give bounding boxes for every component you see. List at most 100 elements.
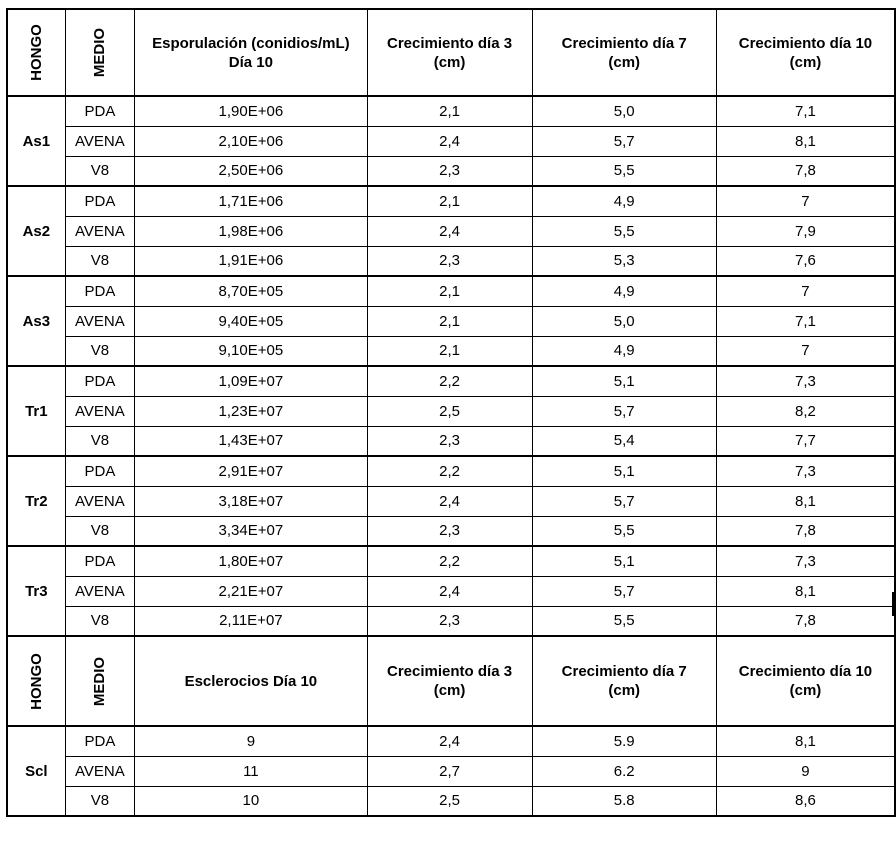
fungus-cell: Tr3 <box>6 545 66 637</box>
sporulation-value: 1,71E+06 <box>134 185 368 217</box>
growth-day7-value: 5,7 <box>531 575 717 607</box>
medium-cell: AVENA <box>64 305 136 337</box>
table-row: V8 1,91E+06 2,3 5,3 7,6 <box>7 245 896 277</box>
growth-day7-value: 4,9 <box>531 335 717 367</box>
growth-day10-value: 7,9 <box>715 215 896 247</box>
header-sporulation-line2: Día 10 <box>228 53 273 71</box>
growth-day7-value: 5,4 <box>531 425 717 457</box>
sporulation-value: 2,11E+07 <box>134 605 368 637</box>
growth-day7-value: 4,9 <box>531 275 717 307</box>
growth-day10-value: 8,1 <box>715 485 896 517</box>
growth-day7-value: 5,1 <box>531 365 717 397</box>
table-row: Scl PDA 9 2,4 5.9 8,1 <box>6 725 896 817</box>
growth-day7-value: 5,5 <box>531 515 717 547</box>
header2-medio: MEDIO <box>64 635 136 727</box>
growth-day7-value: 5,1 <box>531 545 717 577</box>
header2-growth-day7: Crecimiento día 7 (cm) <box>531 635 717 727</box>
medium-cell: PDA <box>64 455 136 487</box>
sporulation-value: 1,23E+07 <box>134 395 368 427</box>
growth-day7-value: 5,5 <box>531 215 717 247</box>
header-growth-day3-line2: (cm) <box>433 53 466 71</box>
table-row: Tr3 PDA 1,80E+07 2,2 5,1 7,3 <box>6 545 896 637</box>
growth-day3-value: 2,4 <box>366 725 533 757</box>
header2-medio-label: MEDIO <box>91 656 109 706</box>
header-growth-day10: Crecimiento día 10 (cm) <box>715 8 896 97</box>
growth-day3-value: 2,1 <box>366 95 533 127</box>
growth-day7-value: 5,7 <box>531 395 717 427</box>
medium-cell: AVENA <box>64 125 136 157</box>
growth-day10-value: 8,1 <box>715 725 896 757</box>
medium-cell: PDA <box>64 95 136 127</box>
header-growth-day7-line2: (cm) <box>608 53 641 71</box>
header-sporulation-line1: Esporulación (conidios/mL) <box>152 34 350 52</box>
table-row: V8 9,10E+05 2,1 4,9 7 <box>7 335 896 367</box>
sporulation-value: 1,09E+07 <box>134 365 368 397</box>
table-row: Tr2 PDA 2,91E+07 2,2 5,1 7,3 <box>6 455 896 547</box>
medium-cell: V8 <box>64 245 136 277</box>
growth-day3-value: 2,3 <box>366 515 533 547</box>
header2-growth-day3: Crecimiento día 3 (cm) <box>366 635 533 727</box>
growth-day3-value: 2,4 <box>366 125 533 157</box>
header-growth-day10-line1: Crecimiento día 10 <box>738 34 873 52</box>
header2-growth-day3-line1: Crecimiento día 3 <box>387 663 513 680</box>
growth-day3-value: 2,4 <box>366 575 533 607</box>
growth-day10-value: 7,8 <box>715 605 896 637</box>
sporulation-value: 9,10E+05 <box>134 335 368 367</box>
growth-day7-value: 5,0 <box>531 95 717 127</box>
header-growth-day7-line1: Crecimiento día 7 <box>561 34 687 52</box>
medium-cell: PDA <box>64 275 136 307</box>
table-row: AVENA 2,21E+07 2,4 5,7 8,1 <box>7 575 896 607</box>
table-row: V8 1,43E+07 2,3 5,4 7,7 <box>7 425 896 457</box>
header-row-sporulation: HONGO MEDIO Esporulación (conidios/mL) D… <box>6 8 896 97</box>
header2-hongo: HONGO <box>6 635 66 727</box>
growth-day10-value: 7,7 <box>715 425 896 457</box>
fungus-cell: As1 <box>6 95 66 187</box>
header2-growth-day7-line1: Crecimiento día 7 <box>561 663 687 680</box>
table-row: As3 PDA 8,70E+05 2,1 4,9 7 <box>6 275 896 367</box>
header-medio-label: MEDIO <box>91 27 109 78</box>
header-growth-day7: Crecimiento día 7 (cm) <box>531 8 717 97</box>
growth-day3-value: 2,2 <box>366 545 533 577</box>
medium-cell: V8 <box>64 425 136 457</box>
growth-day3-value: 2,3 <box>366 425 533 457</box>
table-row: AVENA 9,40E+05 2,1 5,0 7,1 <box>7 305 896 337</box>
sporulation-value: 2,10E+06 <box>134 125 368 157</box>
header-sclerotia: Esclerocios Día 10 <box>134 635 368 727</box>
growth-day10-value: 7,3 <box>715 365 896 397</box>
sporulation-value: 1,43E+07 <box>134 425 368 457</box>
table-row: AVENA 1,98E+06 2,4 5,5 7,9 <box>7 215 896 247</box>
growth-day10-value: 7,3 <box>715 545 896 577</box>
medium-cell: AVENA <box>64 395 136 427</box>
header2-growth-day3-line2: (cm) <box>433 682 466 699</box>
sporulation-value: 3,34E+07 <box>134 515 368 547</box>
growth-day10-value: 8,2 <box>715 395 896 427</box>
table-row: Tr1 PDA 1,09E+07 2,2 5,1 7,3 <box>6 365 896 457</box>
header2-growth-day10-line2: (cm) <box>789 682 822 699</box>
sporulation-value: 3,18E+07 <box>134 485 368 517</box>
medium-cell: PDA <box>64 365 136 397</box>
fungus-cell: Scl <box>6 725 66 817</box>
results-table: HONGO MEDIO Esporulación (conidios/mL) D… <box>6 8 896 817</box>
table-row: AVENA 3,18E+07 2,4 5,7 8,1 <box>7 485 896 517</box>
growth-day7-value: 5,5 <box>531 155 717 187</box>
growth-day3-value: 2,5 <box>366 785 533 817</box>
growth-day3-value: 2,3 <box>366 605 533 637</box>
growth-day3-value: 2,4 <box>366 485 533 517</box>
growth-day10-value: 8,1 <box>715 575 896 607</box>
growth-day10-value: 7 <box>715 335 896 367</box>
header-row-sclerotia: HONGO MEDIO Esclerocios Día 10 Crecimien… <box>6 635 896 727</box>
sporulation-value: 1,90E+06 <box>134 95 368 127</box>
medium-cell: PDA <box>64 185 136 217</box>
header-hongo: HONGO <box>6 8 66 97</box>
growth-day3-value: 2,2 <box>366 365 533 397</box>
medium-cell: AVENA <box>64 575 136 607</box>
sporulation-value: 1,98E+06 <box>134 215 368 247</box>
sporulation-value: 9,40E+05 <box>134 305 368 337</box>
medium-cell: PDA <box>64 545 136 577</box>
fungus-cell: Tr2 <box>6 455 66 547</box>
header2-growth-day10: Crecimiento día 10 (cm) <box>715 635 896 727</box>
growth-day3-value: 2,3 <box>366 245 533 277</box>
sporulation-value: 2,91E+07 <box>134 455 368 487</box>
medium-cell: V8 <box>64 335 136 367</box>
table-row: AVENA 2,10E+06 2,4 5,7 8,1 <box>7 125 896 157</box>
